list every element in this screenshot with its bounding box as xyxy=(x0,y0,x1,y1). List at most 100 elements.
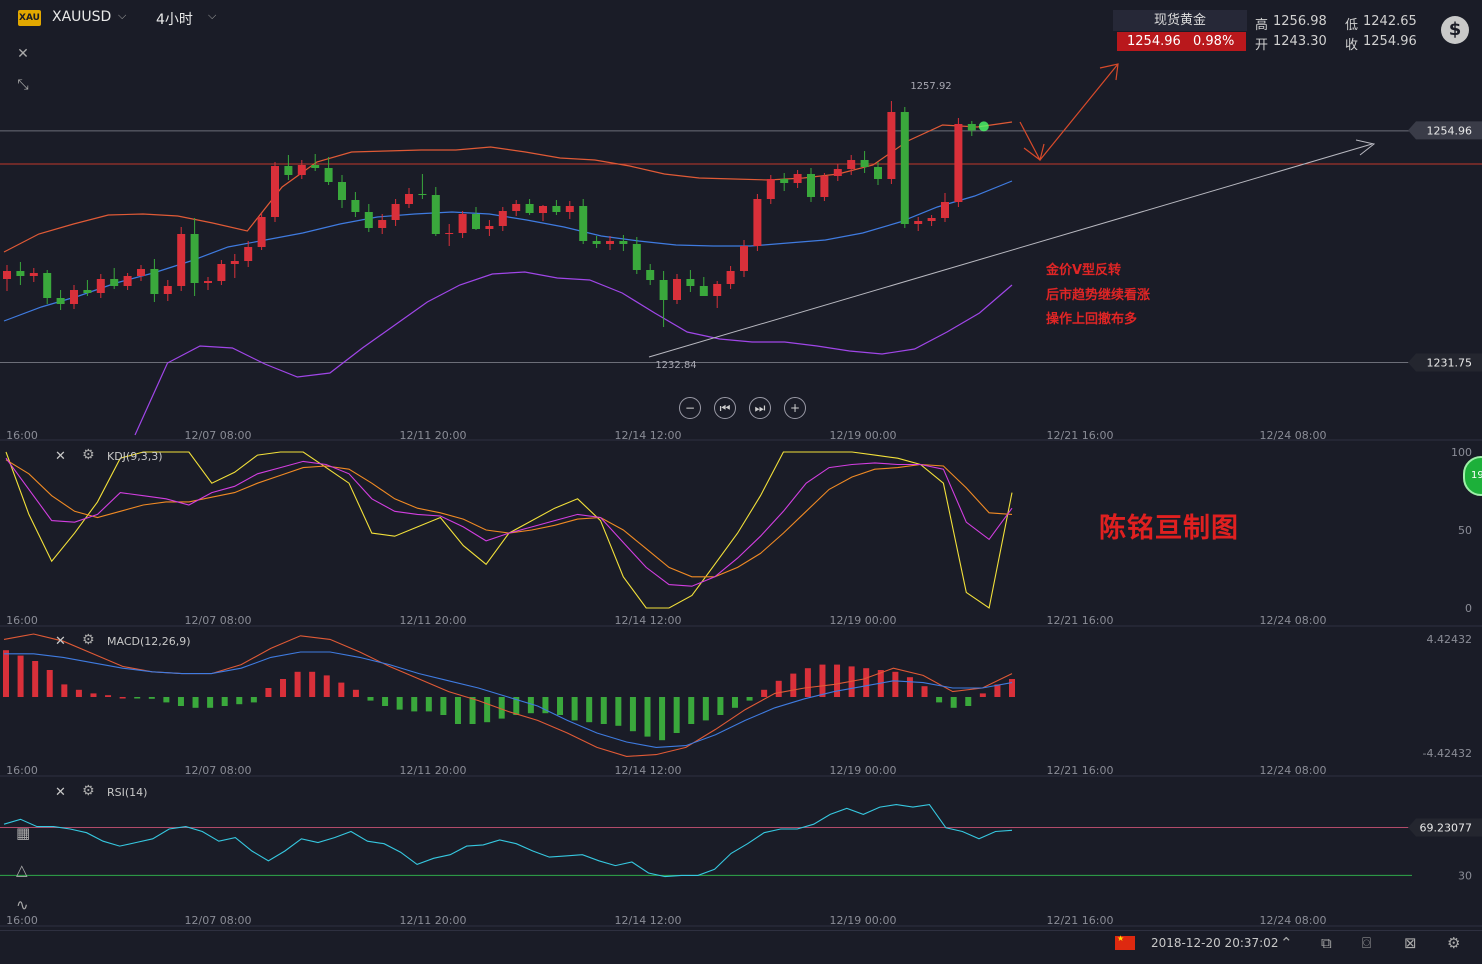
gear-icon[interactable]: ⚙ xyxy=(1447,934,1461,952)
candle-body xyxy=(110,279,119,286)
x-tick-label: 12/07 08:00 xyxy=(185,764,252,777)
macd-histogram-bar xyxy=(673,697,680,733)
close-icon[interactable]: ✕ xyxy=(55,634,66,649)
candle-body xyxy=(137,269,145,276)
x-tick-label: 12/14 12:00 xyxy=(615,614,682,627)
macd-histogram-bar xyxy=(790,673,797,697)
symbol-selector[interactable]: XAUUSD xyxy=(52,9,112,25)
macd-histogram-bar xyxy=(207,697,214,708)
drawing-compass-icon[interactable]: △ xyxy=(16,861,28,879)
macd-histogram-bar xyxy=(717,697,724,715)
dollar-icon[interactable]: $ xyxy=(1441,16,1469,44)
macd-histogram-bar xyxy=(688,697,695,724)
macd-histogram-bar xyxy=(834,664,841,697)
kdj-d-line xyxy=(5,459,1013,578)
candle-body xyxy=(83,290,92,293)
candle-body xyxy=(539,206,547,213)
camera-icon[interactable]: ⌼ xyxy=(1362,934,1372,952)
annotation-trend: 后市趋势继续看涨 xyxy=(1046,288,1151,303)
x-tick-label: 12/11 20:00 xyxy=(400,614,467,627)
step-forward-button[interactable]: ⏭ xyxy=(749,397,771,419)
candle-body xyxy=(123,276,132,286)
low-value: 1242.65 xyxy=(1363,14,1417,29)
candle-body xyxy=(632,244,641,270)
candle-body xyxy=(619,241,628,244)
layers-icon[interactable]: ⧉ xyxy=(1321,934,1332,952)
macd-histogram-bar xyxy=(950,697,957,708)
zoom-out-button[interactable]: − xyxy=(679,397,701,419)
candle-body xyxy=(686,279,695,286)
bollinger-upper-line xyxy=(3,121,1013,253)
open-value: 1243.30 xyxy=(1273,34,1327,49)
macd-histogram-bar xyxy=(411,697,418,712)
low-label: 低 xyxy=(1345,18,1359,33)
macd-histogram-bar xyxy=(134,697,141,699)
candle-body xyxy=(297,165,306,175)
candle-body xyxy=(311,165,320,168)
x-tick-label: 12/07 08:00 xyxy=(185,914,252,927)
x-tick-label: 12/24 08:00 xyxy=(1260,614,1327,627)
x-tick-label: 12/24 08:00 xyxy=(1260,429,1327,442)
macd-histogram-bar xyxy=(3,650,9,697)
macd-histogram-bar xyxy=(994,684,1001,697)
zoom-in-button[interactable]: + xyxy=(784,397,806,419)
gear-icon[interactable]: ⚙ xyxy=(82,447,95,463)
candle-body xyxy=(70,290,78,304)
macd-histogram-bar xyxy=(90,693,97,697)
candle-body xyxy=(887,112,896,179)
macd-dif-line xyxy=(3,633,1013,757)
chevron-down-icon[interactable]: ⌵ xyxy=(208,9,217,22)
rsi-y-tick: 69.23077 xyxy=(1420,822,1473,835)
indicator-chart-icon[interactable]: ▦ xyxy=(16,824,31,842)
x-tick-label: 12/21 16:00 xyxy=(1047,614,1114,627)
timeframe-selector[interactable]: 4小时 xyxy=(156,12,193,28)
pulse-icon[interactable]: ∿ xyxy=(16,896,29,914)
close-icon[interactable]: ✕ xyxy=(17,46,29,62)
macd-histogram-bar xyxy=(775,680,782,697)
candle-body xyxy=(780,179,789,183)
macd-histogram-bar xyxy=(469,697,476,724)
macd-y-tick: 4.42432 xyxy=(1427,633,1473,646)
top-bar: XAU XAUUSD ⌵ 4小时 ⌵ xyxy=(0,0,1482,36)
gear-icon[interactable]: ⚙ xyxy=(82,783,95,799)
candle-body xyxy=(458,214,467,233)
status-bar xyxy=(0,930,1482,964)
step-back-button[interactable]: ⏮ xyxy=(714,397,736,419)
candle-body xyxy=(190,234,199,283)
bollinger-mid-line xyxy=(3,180,1013,322)
candle-body xyxy=(967,124,976,131)
candle-body xyxy=(860,160,869,167)
candle-body xyxy=(954,124,963,202)
macd-histogram-bar xyxy=(396,697,403,710)
x-tick-label: 16:00 xyxy=(6,614,38,627)
chevron-down-icon[interactable]: ⌵ xyxy=(118,9,127,22)
macd-histogram-bar xyxy=(177,697,184,706)
candle-body xyxy=(646,270,655,280)
candle-body xyxy=(606,241,614,244)
level-price-tag: 1231.75 xyxy=(1427,357,1473,370)
candle-body xyxy=(740,246,748,271)
candle-body xyxy=(941,202,949,218)
macd-histogram-bar xyxy=(192,697,199,708)
macd-histogram-bar xyxy=(746,697,753,701)
macd-histogram-bar xyxy=(936,697,943,703)
macd-histogram-bar xyxy=(352,689,359,697)
collapse-icon[interactable]: ⤡ xyxy=(17,77,29,93)
candle-body xyxy=(324,168,333,182)
candle-body xyxy=(96,279,105,293)
candle-body xyxy=(351,200,360,212)
macd-histogram-bar xyxy=(17,655,24,697)
x-tick-label: 12/07 08:00 xyxy=(185,429,252,442)
candle-body xyxy=(874,167,882,179)
level-price-tag-bg xyxy=(1408,353,1482,372)
candle-body xyxy=(364,212,373,228)
close-icon[interactable]: ✕ xyxy=(55,785,66,800)
macd-histogram-bar xyxy=(819,664,826,697)
x-tick-label: 16:00 xyxy=(6,764,38,777)
chevron-up-icon[interactable]: ⌃ xyxy=(1280,934,1293,952)
macd-histogram-bar xyxy=(542,697,549,714)
close-icon[interactable]: ✕ xyxy=(55,449,66,464)
gear-icon[interactable]: ⚙ xyxy=(82,632,95,648)
mute-icon[interactable]: ⊠ xyxy=(1404,934,1417,952)
macd-histogram-bar xyxy=(629,697,636,732)
